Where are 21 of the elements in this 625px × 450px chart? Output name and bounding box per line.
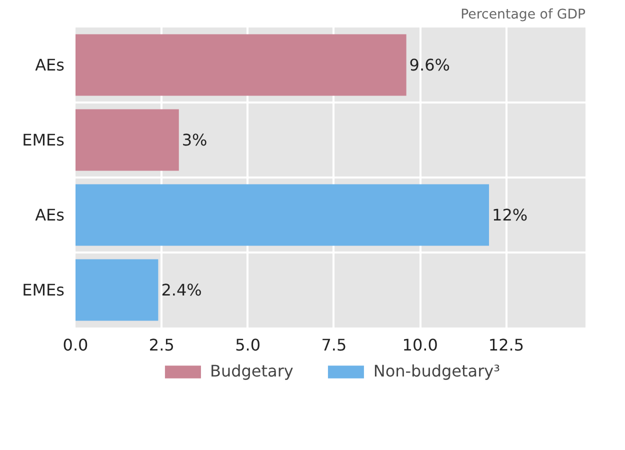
- x-tick-label: 5.0: [235, 336, 261, 354]
- legend-label: Budgetary: [210, 362, 294, 380]
- text: Percentage of GDP: [460, 8, 586, 22]
- data-label: 9.6%: [409, 56, 450, 74]
- y-tick-label: AEs: [35, 56, 64, 74]
- y-tick-label: EMEs: [22, 280, 64, 300]
- data-label: 3%: [182, 130, 208, 150]
- bar: [76, 109, 179, 171]
- x-tick-label: 12.5: [488, 336, 524, 354]
- x-tick-label: 0.0: [62, 336, 88, 354]
- x-tick-label: 10.0: [402, 336, 438, 354]
- y-tick-label: EMEs: [22, 130, 64, 150]
- bar: [76, 34, 406, 96]
- data-label: 2.4%: [161, 280, 202, 300]
- x-tick-label: 2.5: [148, 336, 174, 354]
- bar: [76, 259, 158, 321]
- legend-label: Non-budgetary³: [373, 362, 500, 380]
- x-tick-label: 7.5: [321, 336, 347, 354]
- y-tick-label: AEs: [35, 206, 64, 224]
- data-label: 12%: [492, 206, 528, 224]
- bar: [76, 184, 490, 246]
